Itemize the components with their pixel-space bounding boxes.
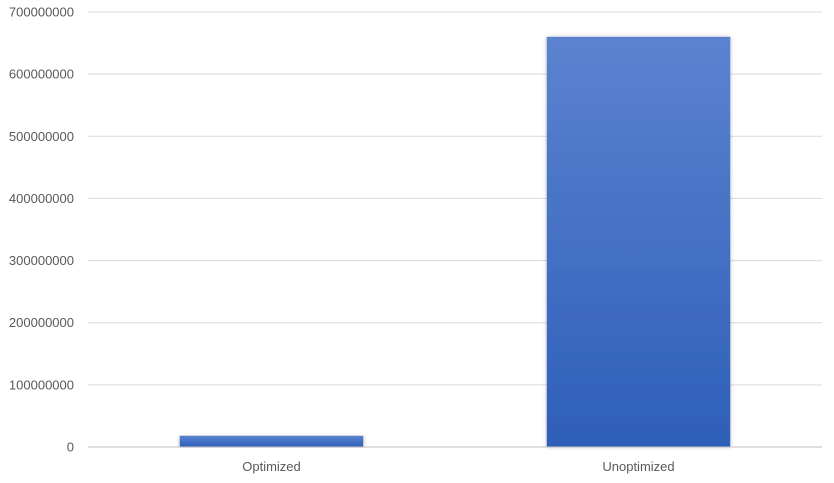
gridlines (88, 11, 822, 386)
x-category-label: Optimized (242, 459, 301, 474)
y-tick-label: 600000000 (9, 67, 74, 82)
y-tick-label: 300000000 (9, 253, 74, 268)
x-category-label: Unoptimized (602, 459, 674, 474)
y-tick-label: 0 (67, 440, 74, 455)
bar-optimized (179, 435, 364, 447)
y-tick-label: 200000000 (9, 315, 74, 330)
y-tick-label: 400000000 (9, 191, 74, 206)
x-axis-category-labels: Optimized Unoptimized (242, 459, 674, 474)
y-tick-label: 700000000 (9, 5, 74, 20)
y-tick-label: 100000000 (9, 377, 74, 392)
bars (179, 36, 731, 447)
y-tick-label: 500000000 (9, 129, 74, 144)
y-axis-tick-labels: 0 100000000 200000000 300000000 400000000 500… (9, 5, 74, 455)
bar-unoptimized (546, 36, 731, 447)
